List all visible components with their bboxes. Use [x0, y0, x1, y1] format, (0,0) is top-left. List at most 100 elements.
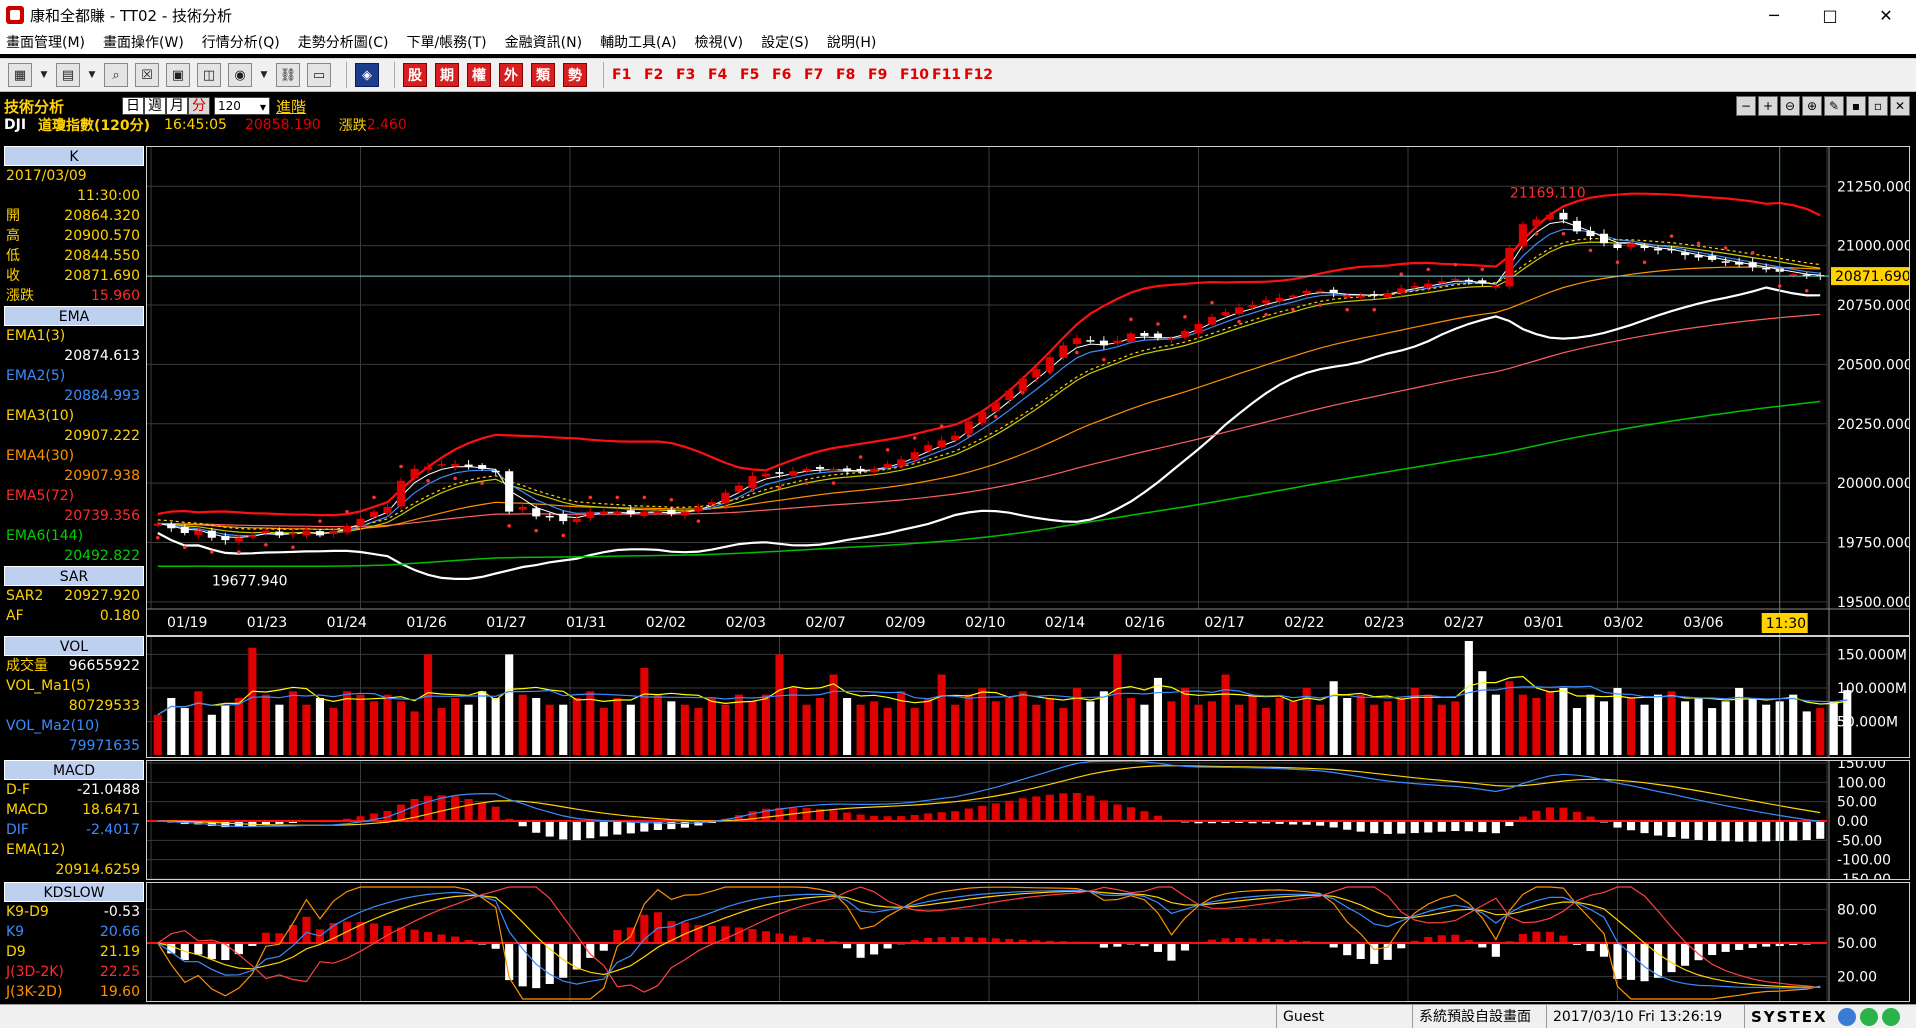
f11-button[interactable]: F11	[932, 67, 962, 83]
close-window-icon[interactable]: ☒	[135, 63, 159, 87]
magnify-plus-icon[interactable]: ⊕	[1802, 96, 1822, 116]
menu-screen-management[interactable]: 畫面管理(M)	[6, 35, 86, 51]
menu-market-analysis[interactable]: 行情分析(Q)	[201, 35, 280, 51]
volume-bar	[275, 704, 284, 755]
macd-histogram-bar	[1045, 794, 1054, 822]
kd-histogram-bar	[234, 943, 243, 955]
kd-histogram-bar	[1397, 943, 1406, 949]
volume-chart[interactable]: 150.000M 100.000M 50.000M	[146, 636, 1910, 758]
period-select[interactable]: 120	[214, 97, 270, 116]
period-month[interactable]: 月	[166, 97, 188, 115]
bollinger-lower-line	[157, 286, 1821, 580]
candle-body	[1640, 245, 1649, 248]
candle-body	[1708, 255, 1717, 260]
zoom-out-icon[interactable]: −	[1736, 96, 1756, 116]
macd-chart[interactable]: 150.00 100.00 50.00 0.00 -50.00 -100.00 -150.0…	[146, 760, 1910, 880]
f2-button[interactable]: F2	[644, 67, 664, 83]
options-button[interactable]: 權	[467, 63, 491, 87]
volume-bar	[1464, 641, 1473, 755]
globe-icon[interactable]: ◉	[228, 63, 252, 87]
menu-help[interactable]: 說明(H)	[826, 35, 877, 51]
window-icon[interactable]: ▫	[1868, 96, 1888, 116]
candle-body	[1167, 338, 1176, 340]
candle-body	[315, 531, 325, 536]
search-icon[interactable]: ⌕	[104, 63, 128, 87]
menu-screen-operation[interactable]: 畫面操作(W)	[103, 35, 184, 51]
candle-body	[1572, 220, 1582, 232]
f6-button[interactable]: F6	[772, 67, 792, 83]
volume-bar	[288, 691, 297, 755]
maximize-button[interactable]: □	[1822, 5, 1838, 25]
candle-body	[599, 511, 608, 514]
volume-bar	[369, 701, 379, 755]
ema5-label: EMA5(72)	[6, 488, 75, 504]
f7-button[interactable]: F7	[804, 67, 824, 83]
f9-button[interactable]: F9	[868, 67, 888, 83]
status-layout[interactable]: 系統預設自設畫面	[1412, 1004, 1546, 1028]
advanced-link[interactable]: 進階	[276, 97, 307, 116]
menu-financial-info[interactable]: 金融資訊(N)	[504, 35, 583, 51]
quote-icon[interactable]: ◈	[355, 63, 379, 87]
macd-histogram-bar	[1275, 821, 1284, 824]
close-chart-icon[interactable]: ✕	[1890, 96, 1910, 116]
futures-button[interactable]: 期	[435, 63, 459, 87]
sar-label: SAR2	[6, 588, 44, 604]
vol-ma2-value: 79971635	[68, 738, 140, 754]
tile-icon[interactable]: ▤	[56, 63, 80, 87]
macd-histogram-bar	[1343, 821, 1352, 830]
f12-button[interactable]: F12	[964, 67, 994, 83]
f8-button[interactable]: F8	[836, 67, 856, 83]
chevron-down-icon[interactable]: ▼	[260, 70, 268, 80]
trend-button[interactable]: 勢	[563, 63, 587, 87]
status-datetime: 2017/03/10 Fri 13:26:19	[1546, 1004, 1744, 1028]
volume-bar	[342, 691, 352, 755]
j1-line	[157, 886, 1821, 993]
grid-icon[interactable]: ▦	[8, 63, 32, 87]
volume-bar	[329, 708, 338, 755]
ema1-line	[157, 220, 1821, 538]
f5-button[interactable]: F5	[740, 67, 760, 83]
save-icon[interactable]: ▪	[1846, 96, 1866, 116]
k9-value: 20.66	[99, 924, 140, 940]
macd-histogram-bar	[1437, 821, 1446, 832]
macd-histogram-bar	[788, 807, 798, 822]
period-day[interactable]: 日	[122, 97, 144, 115]
macd-histogram-bar	[1370, 821, 1379, 834]
period-minute[interactable]: 分	[188, 97, 210, 115]
volume-bar	[937, 674, 946, 755]
split-icon[interactable]: ◫	[197, 63, 221, 87]
f10-button[interactable]: F10	[900, 67, 930, 83]
menu-trend-chart[interactable]: 走勢分析圖(C)	[297, 35, 389, 51]
chevron-down-icon[interactable]: ▼	[88, 70, 96, 80]
f4-button[interactable]: F4	[708, 67, 728, 83]
menu-order-account[interactable]: 下單/帳務(T)	[406, 35, 487, 51]
layout-icon[interactable]: ▣	[166, 63, 190, 87]
close-button[interactable]: ✕	[1879, 5, 1893, 25]
menu-tools[interactable]: 輔助工具(A)	[600, 35, 677, 51]
minimize-button[interactable]: ─	[1769, 5, 1779, 25]
ema6-label: EMA6(144)	[6, 528, 84, 544]
foreign-button[interactable]: 外	[499, 63, 523, 87]
price-chart[interactable]: 21250.000 21000.000 20750.000 20500.000 2025…	[146, 146, 1910, 636]
j2-label: J(3K-2D)	[6, 984, 63, 1000]
category-button[interactable]: 類	[531, 63, 555, 87]
menu-view[interactable]: 檢視(V)	[694, 35, 744, 51]
magnify-minus-icon[interactable]: ⊖	[1780, 96, 1800, 116]
volume-bar	[1667, 691, 1676, 755]
menu-settings[interactable]: 設定(S)	[761, 35, 809, 51]
stock-button[interactable]: 股	[403, 63, 427, 87]
period-week[interactable]: 週	[144, 97, 166, 115]
zoom-in-icon[interactable]: +	[1758, 96, 1778, 116]
f1-button[interactable]: F1	[612, 67, 632, 83]
link-icon[interactable]: ⛓	[276, 63, 300, 87]
monitor-icon[interactable]: ▭	[307, 63, 331, 87]
kd-histogram-bar	[261, 932, 270, 944]
candle-body	[1370, 294, 1379, 296]
f3-button[interactable]: F3	[676, 67, 696, 83]
kd-chart[interactable]: 80.00 50.00 20.00	[146, 882, 1910, 1002]
chevron-down-icon[interactable]: ▼	[40, 70, 48, 80]
ema3-line	[157, 241, 1821, 534]
volume-bar	[1599, 701, 1609, 755]
macd-histogram-bar	[1086, 795, 1095, 822]
draw-icon[interactable]: ✎	[1824, 96, 1844, 116]
